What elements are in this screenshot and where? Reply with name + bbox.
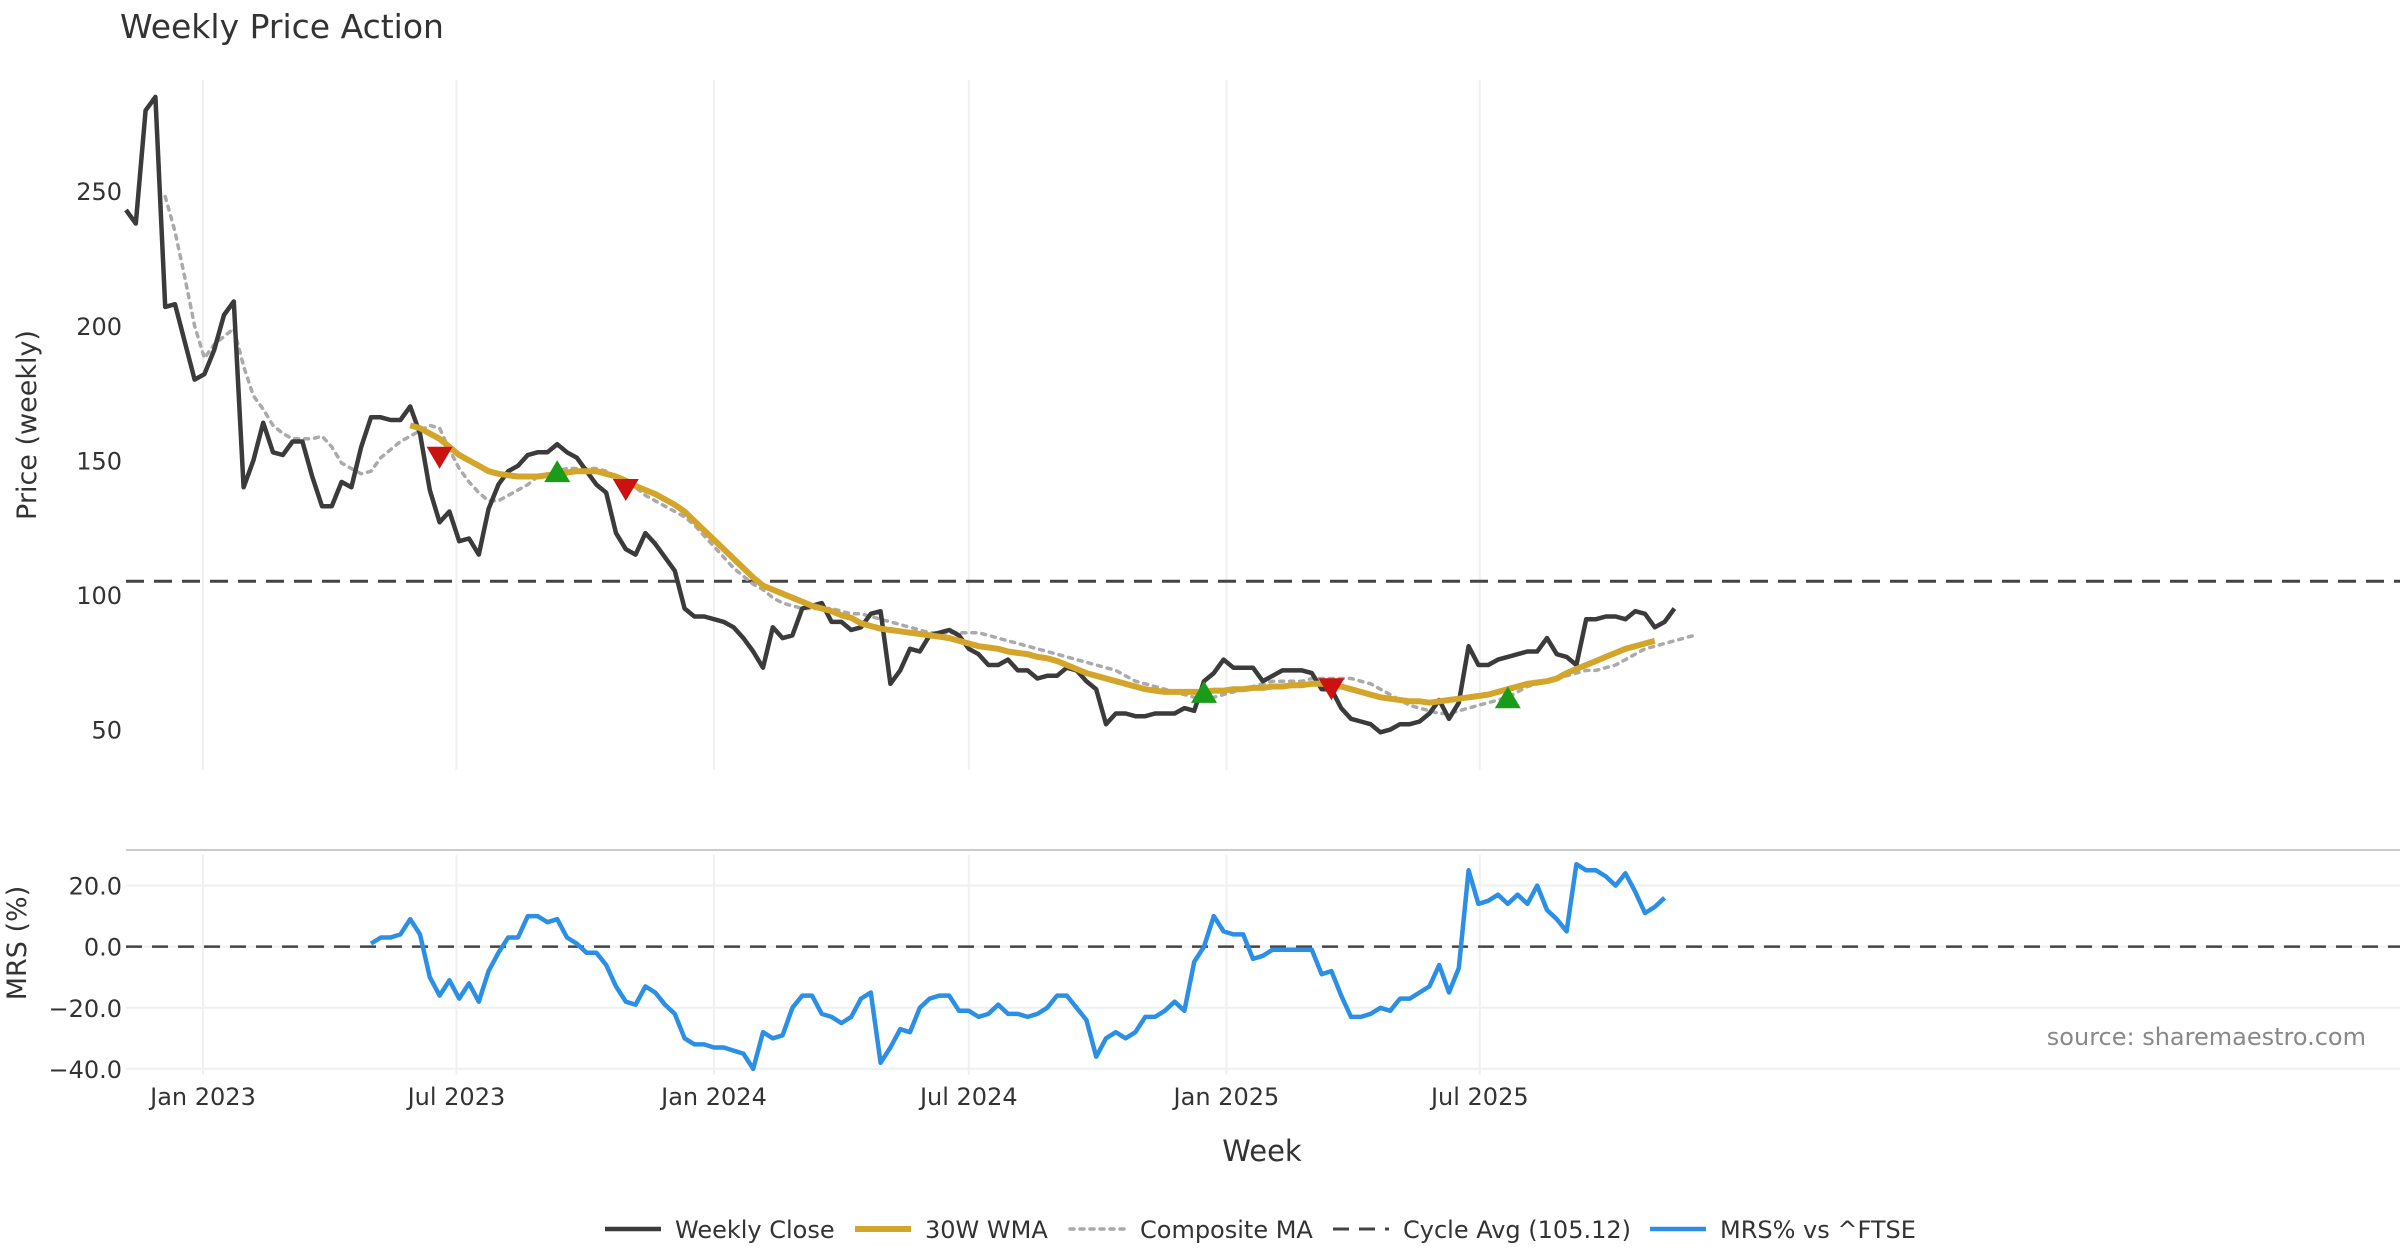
legend-item: Weekly Close — [605, 1216, 835, 1244]
price-y-axis-label: Price (weekly) — [12, 330, 43, 520]
buy-signal-marker — [1191, 680, 1217, 703]
mrs-y-ticks: −40.0 −20.0 0.0 20.0 — [48, 873, 122, 1084]
sell-signal-marker — [612, 479, 639, 501]
price-y-tick-label: 50 — [91, 717, 122, 745]
mrs-y-tick-label: 0.0 — [84, 934, 122, 962]
x-tick-label: Jan 2023 — [148, 1083, 256, 1111]
mrs-y-axis-label: MRS (%) — [2, 886, 33, 1001]
legend-item: Cycle Avg (105.12) — [1333, 1216, 1631, 1244]
mrs-series-layer — [126, 861, 2400, 1072]
price-y-tick-label: 100 — [76, 582, 122, 610]
price-y-tick-label: 150 — [76, 447, 122, 475]
mrs-y-tick-label: −20.0 — [48, 995, 122, 1023]
legend-label: 30W WMA — [925, 1216, 1048, 1244]
buy-signal-marker — [1494, 686, 1521, 709]
x-tick-label: Jul 2023 — [406, 1083, 506, 1111]
legend-label: MRS% vs ^FTSE — [1720, 1216, 1916, 1244]
source-note: source: sharemaestro.com — [2047, 1023, 2366, 1051]
legend-label: Cycle Avg (105.12) — [1403, 1216, 1631, 1244]
price-series-layer — [124, 94, 2400, 735]
mrs-line — [369, 861, 1667, 1072]
mrs-y-tick-label: −40.0 — [48, 1056, 122, 1084]
legend-label: Composite MA — [1140, 1216, 1313, 1244]
x-tick-label: Jan 2024 — [659, 1083, 767, 1111]
legend-item: MRS% vs ^FTSE — [1650, 1216, 1916, 1244]
wma-30w-line — [409, 422, 1656, 706]
x-tick-label: Jan 2025 — [1172, 1083, 1280, 1111]
price-y-tick-label: 250 — [76, 178, 122, 206]
x-ticks: Jan 2023 Jul 2023 Jan 2024 Jul 2024 Jan 2025… — [148, 1083, 1528, 1111]
legend-item: 30W WMA — [855, 1216, 1048, 1244]
x-tick-label: Jul 2024 — [918, 1083, 1018, 1111]
weekly-close-line — [124, 94, 1677, 735]
legend: Weekly Close 30W WMA Composite MA Cycle Avg… — [605, 1216, 1916, 1244]
legend-item: Composite MA — [1068, 1216, 1313, 1244]
x-axis-label: Week — [1222, 1134, 1302, 1168]
price-y-tick-label: 200 — [76, 313, 122, 341]
price-grid — [202, 80, 1481, 770]
signal-markers — [426, 446, 1521, 709]
legend-label: Weekly Close — [675, 1216, 835, 1244]
chart-title: Weekly Price Action — [120, 7, 444, 46]
mrs-grid — [126, 855, 2400, 1075]
sell-signal-marker — [426, 446, 453, 469]
sell-signal-marker — [1318, 678, 1345, 701]
x-tick-label: Jul 2025 — [1429, 1083, 1529, 1111]
mrs-y-tick-label: 20.0 — [69, 873, 122, 901]
buy-signal-marker — [544, 460, 571, 483]
price-y-ticks: 50 100 150 200 250 — [76, 178, 122, 744]
